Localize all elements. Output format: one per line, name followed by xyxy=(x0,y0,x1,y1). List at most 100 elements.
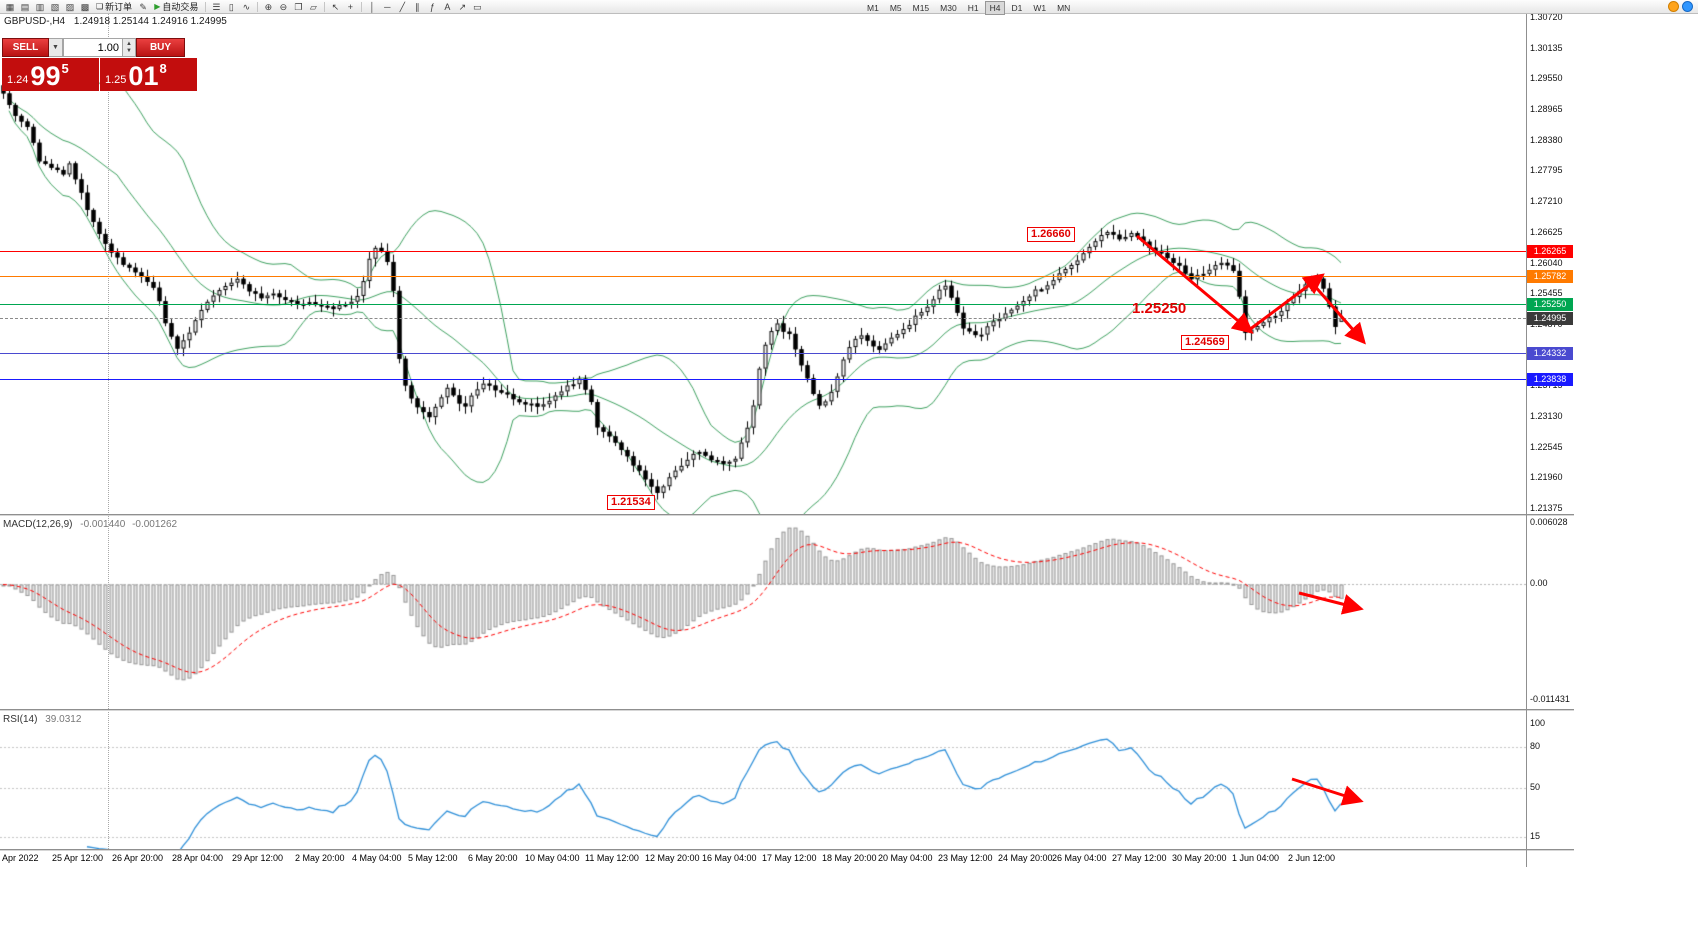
candlestick-chart-icon[interactable]: ▯ xyxy=(228,1,234,12)
price-tick: 1.28965 xyxy=(1530,104,1563,115)
timeframe-group: M1 M5 M15 M30 H1 H4 D1 W1 MN xyxy=(862,1,1076,15)
price-level-tag: 1.25782 xyxy=(1527,270,1573,283)
sell-price-sup: 5 xyxy=(61,61,69,76)
bar-chart-icon[interactable]: ☰ xyxy=(212,1,221,12)
rsi-axis-label: 80 xyxy=(1530,741,1541,751)
market-watch-icon[interactable]: ▥ xyxy=(35,1,45,12)
vertical-line-icon[interactable]: │ xyxy=(369,1,376,12)
chevron-down-icon: ▼ xyxy=(126,47,132,54)
rsi-panel-canvas[interactable] xyxy=(0,711,1526,849)
autotrading-button[interactable]: ▶ 自动交易 xyxy=(151,1,201,13)
alerts-badge-icon[interactable] xyxy=(1668,1,1679,12)
timeframe-m30-button[interactable]: M30 xyxy=(940,3,957,13)
price-annotation[interactable]: 1.26660 xyxy=(1027,227,1075,242)
terminal-icon[interactable]: ▩ xyxy=(80,1,90,12)
volume-stepper[interactable]: ▲ ▼ xyxy=(123,38,136,57)
news-badge-icon[interactable] xyxy=(1682,1,1693,12)
toolbar-badges xyxy=(1668,1,1693,12)
new-order-button[interactable]: ❏ 新订单 xyxy=(93,1,135,13)
symbol-period-label: GBPUSD-,H4 xyxy=(4,16,66,27)
price-annotation[interactable]: 1.21534 xyxy=(607,495,655,510)
toolbar-separator xyxy=(205,1,207,12)
horizontal-level-line[interactable] xyxy=(0,304,1526,305)
horizontal-level-line[interactable] xyxy=(0,251,1526,252)
time-tick: 20 May 04:00 xyxy=(878,853,933,863)
trade-prices-row: 1.24 99 5 1.25 01 8 xyxy=(2,58,198,91)
time-tick: 6 May 20:00 xyxy=(468,853,518,863)
panel-separator[interactable] xyxy=(0,849,1574,851)
new-chart-icon[interactable]: ▦ xyxy=(5,1,15,12)
time-tick: 28 Apr 04:00 xyxy=(172,853,224,863)
crosshair-icon[interactable]: + xyxy=(347,1,353,12)
time-tick: 30 May 20:00 xyxy=(1172,853,1227,863)
timeframe-h1-button[interactable]: H1 xyxy=(967,3,979,13)
toolbar-separator xyxy=(324,1,326,12)
cursor-icon[interactable]: ↖ xyxy=(331,1,340,12)
rsi-indicator-label: RSI(14) 39.0312 xyxy=(3,714,81,725)
price-annotation[interactable]: 1.24569 xyxy=(1181,335,1229,350)
horizontal-level-line[interactable] xyxy=(0,379,1526,380)
new-order-button-label: 新订单 xyxy=(105,2,133,12)
time-tick: Apr 2022 xyxy=(2,853,39,863)
timeframe-m5-button[interactable]: M5 xyxy=(889,3,902,13)
rsi-name: RSI(14) xyxy=(3,714,38,725)
metaeditor-icon[interactable]: ✎ xyxy=(139,1,147,12)
volume-input[interactable] xyxy=(63,38,123,57)
channel-icon[interactable]: ∥ xyxy=(415,1,420,12)
price-level-tag: 1.26265 xyxy=(1527,245,1573,258)
timeframe-h4-button[interactable]: H4 xyxy=(984,1,1006,15)
timeframe-m1-button[interactable]: M1 xyxy=(867,3,879,13)
main-chart-canvas[interactable] xyxy=(0,14,1526,514)
chevron-down-icon: ▼ xyxy=(52,44,59,51)
price-annotation[interactable]: 1.25250 xyxy=(1132,300,1187,317)
zoom-in-icon[interactable]: ⊕ xyxy=(264,1,273,12)
time-axis[interactable]: Apr 2022 25 Apr 12:00 26 Apr 20:00 28 Apr 0… xyxy=(0,852,1526,867)
buy-price-prefix: 1.25 xyxy=(105,74,127,86)
navigator-icon[interactable]: ▨ xyxy=(65,1,75,12)
horizontal-level-line[interactable] xyxy=(0,353,1526,354)
period-separator-line xyxy=(108,14,109,849)
profiles-icon[interactable]: ▤ xyxy=(20,1,30,12)
current-price-tag: 1.24995 xyxy=(1527,312,1573,325)
sell-price-button[interactable]: 1.24 99 5 xyxy=(2,58,99,91)
time-tick: 24 May 20:00 xyxy=(998,853,1053,863)
autotrading-button-label: 自动交易 xyxy=(162,2,199,12)
fibonacci-icon[interactable]: ƒ xyxy=(429,1,435,12)
time-tick: 23 May 12:00 xyxy=(938,853,993,863)
horizontal-line-icon[interactable]: ─ xyxy=(384,1,391,12)
buy-button[interactable]: BUY xyxy=(136,38,185,57)
panel-separator[interactable] xyxy=(0,709,1574,711)
text-label-icon[interactable]: A xyxy=(444,1,451,12)
zoom-out-icon[interactable]: ⊖ xyxy=(279,1,288,12)
price-tick: 1.21960 xyxy=(1530,472,1563,483)
current-price-line xyxy=(0,318,1526,319)
macd-panel-canvas[interactable] xyxy=(0,516,1526,709)
toolbar-separator xyxy=(257,1,259,12)
chevron-up-icon: ▲ xyxy=(126,40,132,47)
arrow-object-icon[interactable]: ↗ xyxy=(458,1,467,12)
rsi-value: 39.0312 xyxy=(45,714,82,725)
timeframe-w1-button[interactable]: W1 xyxy=(1033,3,1047,13)
price-tick: 1.21375 xyxy=(1530,503,1563,513)
time-tick: 11 May 12:00 xyxy=(585,853,639,863)
time-tick: 29 Apr 12:00 xyxy=(232,853,284,863)
cascade-windows-icon[interactable]: ▱ xyxy=(309,1,317,12)
sell-button[interactable]: SELL xyxy=(2,38,49,57)
buy-price-button[interactable]: 1.25 01 8 xyxy=(100,58,197,91)
order-type-dropdown[interactable]: ▼ xyxy=(49,38,63,57)
time-tick: 10 May 04:00 xyxy=(525,853,580,863)
time-tick: 12 May 20:00 xyxy=(645,853,700,863)
panel-separator[interactable] xyxy=(0,514,1574,516)
trendline-icon[interactable]: ╱ xyxy=(399,1,406,12)
shapes-icon[interactable]: ▭ xyxy=(473,1,482,12)
price-tick: 1.22545 xyxy=(1530,441,1563,452)
timeframe-m15-button[interactable]: M15 xyxy=(912,3,930,13)
timeframe-d1-button[interactable]: D1 xyxy=(1011,3,1023,13)
horizontal-level-line[interactable] xyxy=(0,276,1526,277)
tile-windows-icon[interactable]: ❐ xyxy=(294,1,303,12)
chart-title: GBPUSD-,H4 1.24918 1.25144 1.24916 1.249… xyxy=(4,16,227,27)
data-window-icon[interactable]: ▧ xyxy=(50,1,60,12)
line-chart-icon[interactable]: ∿ xyxy=(242,1,251,12)
timeframe-mn-button[interactable]: MN xyxy=(1057,3,1071,13)
price-level-tag: 1.24332 xyxy=(1527,347,1573,360)
